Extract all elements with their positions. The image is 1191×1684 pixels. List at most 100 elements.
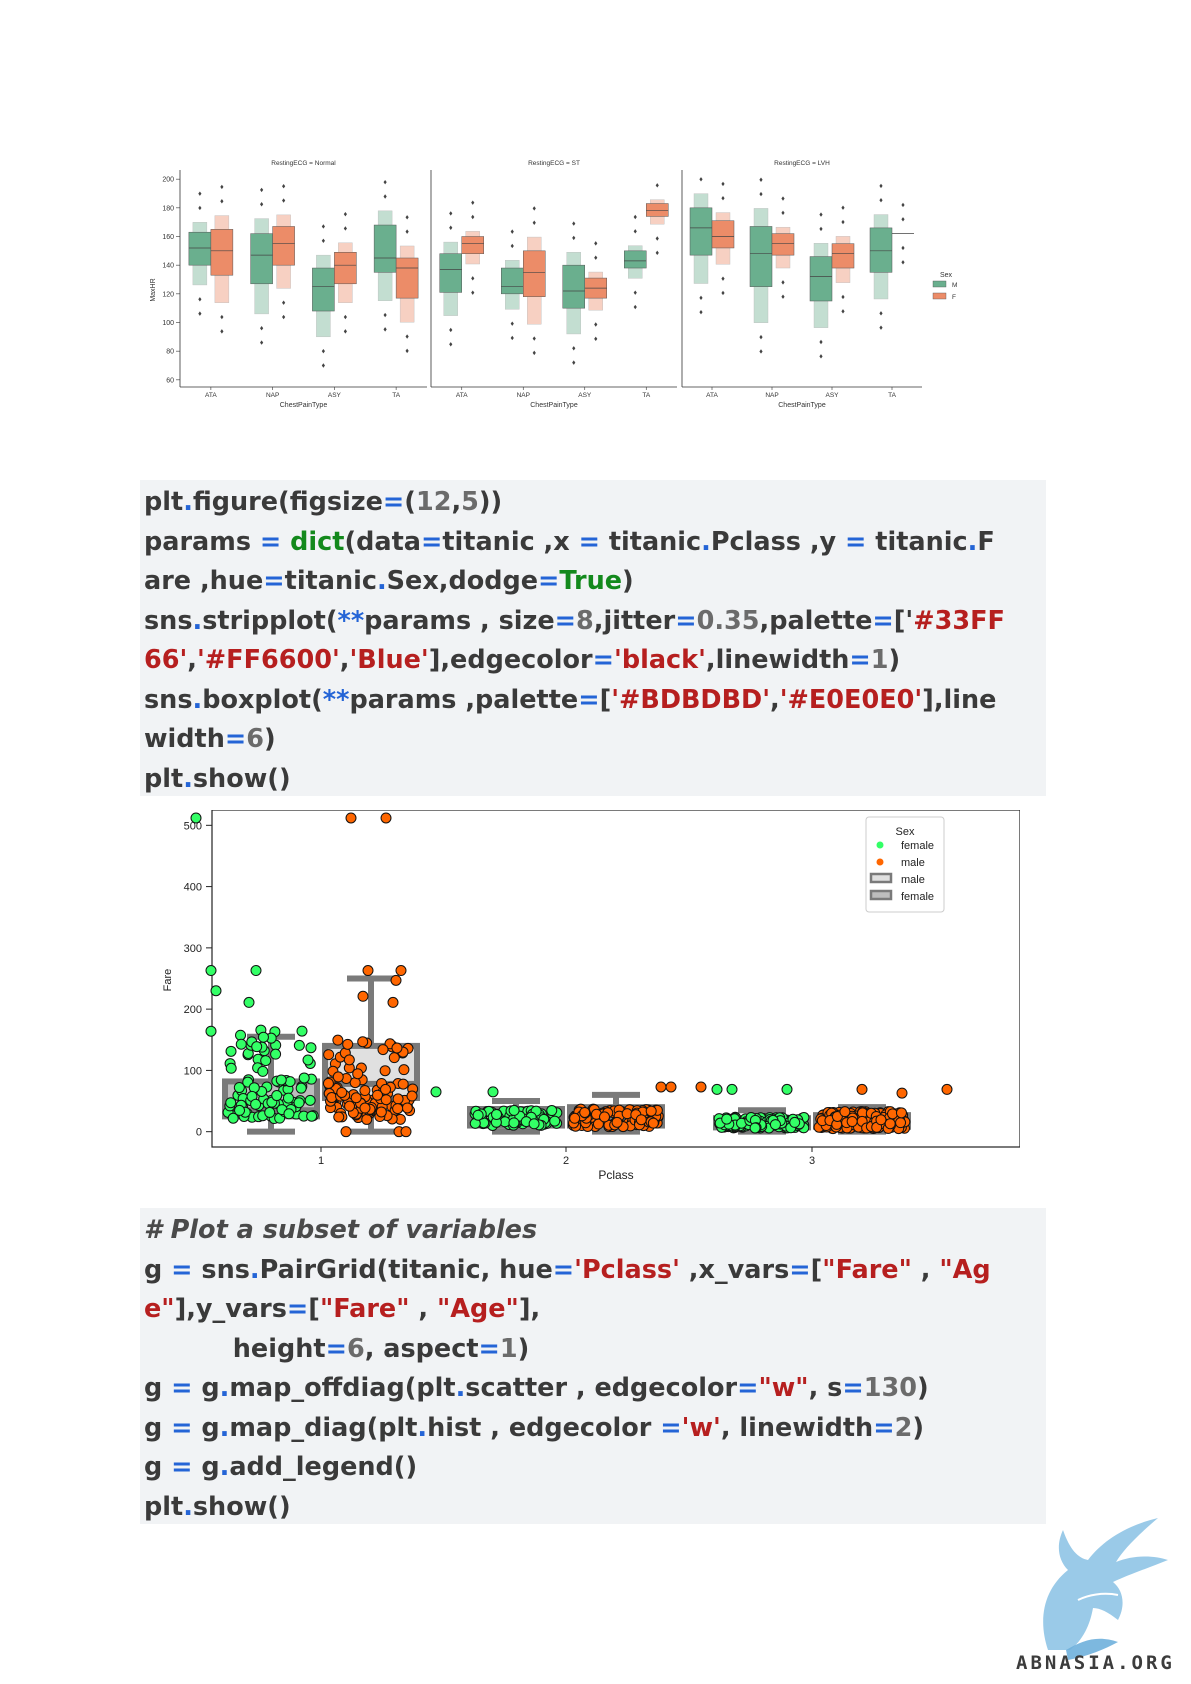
outlier-marker <box>721 290 725 296</box>
code-token: 6 <box>246 724 265 754</box>
strip-point <box>380 1083 392 1095</box>
code-token: , aspect <box>364 1333 479 1364</box>
legend-label: female <box>901 840 934 852</box>
strip-point <box>579 1106 591 1118</box>
code-token: = <box>171 1254 193 1285</box>
outlier-marker <box>594 336 598 342</box>
outlier-marker <box>198 205 202 211</box>
outlier-marker <box>449 342 453 347</box>
outlier-marker <box>282 183 286 189</box>
code-token: = <box>171 1373 193 1403</box>
code-line: g = g.map_diag(plt.hist , edgecolor ='w'… <box>144 1409 1040 1449</box>
code-token: = <box>578 526 600 557</box>
facet-panel: RestingECG = Normal ATA NAP ASY TA ChestPainT… <box>179 160 427 409</box>
outlier-marker <box>321 224 325 229</box>
outlier-marker <box>572 360 576 365</box>
x-axis-label: Pclass <box>598 1168 633 1182</box>
code-token: . <box>417 1412 428 1443</box>
x-tick-label: NAP <box>266 392 279 399</box>
strip-point <box>298 1072 310 1084</box>
outlier-marker <box>781 280 785 285</box>
maxhr-boxen-chart: MaxHR 60 80 100 120 140 160 180 200 RestingECG =… <box>150 160 957 409</box>
strip-point <box>343 1054 355 1066</box>
code-token: boxplot( <box>202 684 323 715</box>
strip-point <box>665 1081 677 1093</box>
code-line: g = g.add_legend() <box>144 1448 1040 1488</box>
code-token: = <box>325 1333 347 1364</box>
code-token: F <box>977 526 995 557</box>
strip-point <box>645 1105 657 1117</box>
x-tick-label: NAP <box>517 392 530 399</box>
code-token: add_legend() <box>229 1452 418 1482</box>
code-token: show() <box>192 1491 291 1522</box>
strip-point <box>721 1113 733 1125</box>
outlier-marker <box>471 290 475 295</box>
strip-point <box>397 1078 409 1090</box>
code-line: g = sns.PairGrid(titanic, hue='Pclass' ,… <box>144 1251 1040 1291</box>
code-token: ) <box>912 1412 924 1443</box>
strip-point <box>362 965 374 977</box>
outlier-marker <box>510 229 514 234</box>
sex-legend: Sex MF <box>932 272 957 301</box>
outlier-marker <box>220 184 224 190</box>
code-token: scatter , edgecolor <box>465 1373 738 1403</box>
strip-point <box>789 1116 801 1128</box>
strip-point <box>380 812 392 824</box>
code-line: plt.show() <box>144 1488 1040 1528</box>
strip-point <box>359 1085 371 1097</box>
strip-point <box>332 1071 344 1083</box>
x-tick-label: ASY <box>825 392 839 399</box>
outlier-marker <box>405 215 409 220</box>
x-tick-label: 1 <box>318 1155 324 1167</box>
y-tick-label: 500 <box>184 820 202 832</box>
code-token: #33FF <box>913 605 1005 636</box>
outlier-marker <box>721 276 725 281</box>
code-token: "Age" <box>436 1294 519 1324</box>
outlier-marker <box>759 334 763 340</box>
outlier-marker <box>405 348 409 354</box>
outlier-marker <box>220 199 224 204</box>
x-tick-label: TA <box>392 392 400 399</box>
code-token: 6 <box>346 1333 365 1364</box>
strip-point <box>941 1083 953 1095</box>
strip-point <box>205 965 217 977</box>
code-token: titanic <box>284 566 377 596</box>
strip-point <box>250 965 262 977</box>
code-token: ** <box>322 684 350 715</box>
legend-label: female <box>901 891 934 903</box>
outlier-marker <box>699 309 703 315</box>
code-token: = <box>171 1452 193 1482</box>
outlier-marker <box>260 187 264 193</box>
code-token: ,linewidth <box>705 645 850 675</box>
strip-point <box>895 1107 907 1119</box>
strip-point <box>326 1092 338 1104</box>
outlier-marker <box>633 229 637 234</box>
code-token: ) <box>888 645 901 675</box>
boxen-box <box>562 264 585 309</box>
strip-point <box>487 1086 499 1098</box>
code-token: = <box>286 1294 309 1324</box>
outlier-marker <box>594 322 598 327</box>
facet-panel: RestingECG = ST ATA NAP ASY TA ChestPainType <box>430 160 677 409</box>
code-token: [ <box>810 1254 823 1285</box>
code-token: plt <box>144 1491 184 1522</box>
outlier-marker <box>220 314 224 320</box>
strip-point <box>235 1029 247 1041</box>
outlier-marker <box>655 250 659 256</box>
boxen-box <box>272 226 295 266</box>
strip-point <box>361 1113 373 1125</box>
outlier-marker <box>282 198 286 203</box>
boxen-box <box>250 233 273 285</box>
outlier-marker <box>759 349 763 354</box>
code-token: . <box>192 605 203 636</box>
outlier-marker <box>879 198 883 203</box>
y-tick-label: 80 <box>166 349 174 356</box>
outlier-marker <box>321 348 325 354</box>
outlier-marker <box>198 297 202 302</box>
legend-label: F <box>952 294 956 301</box>
outlier-marker <box>383 179 387 185</box>
code-token: width <box>144 724 225 754</box>
code-token: "Ag <box>939 1254 991 1285</box>
code-token: map_diag(plt <box>229 1412 418 1443</box>
y-tick-label: 200 <box>184 1004 202 1016</box>
